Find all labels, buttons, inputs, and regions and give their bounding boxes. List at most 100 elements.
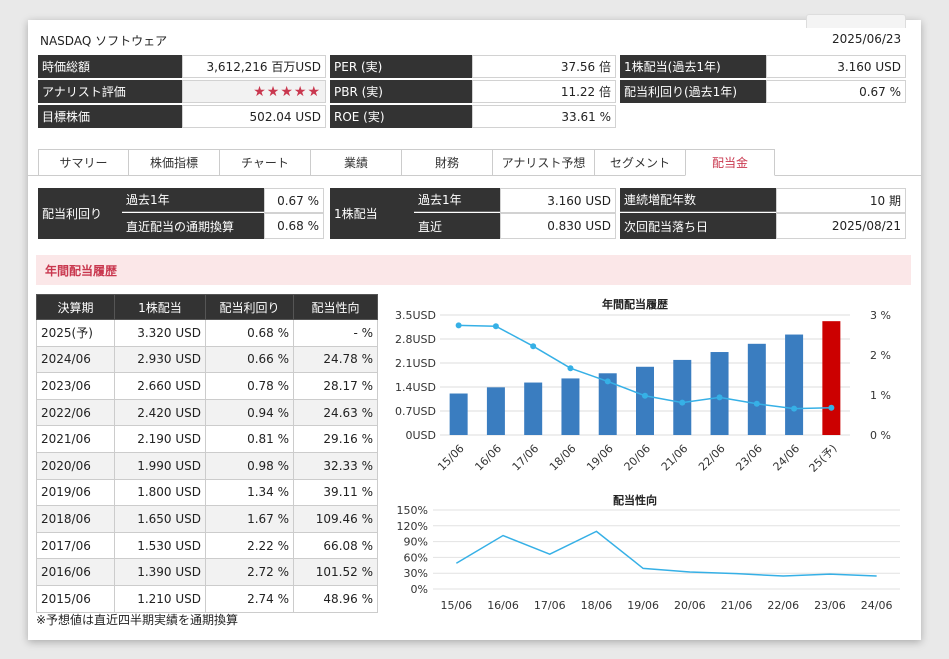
yield-cell: 0.68 % <box>205 319 294 347</box>
yield-cell: 2.72 % <box>205 558 294 586</box>
page-title: NASDAQ ソフトウェア <box>40 34 168 48</box>
y2-tick-label: 1 % <box>870 389 891 402</box>
x-tick-label: 18/06 <box>581 599 613 612</box>
history-row: 2024/06 2.930 USD 0.66 % 24.78 % <box>36 345 378 374</box>
yield-cell: 0.81 % <box>205 425 294 453</box>
x-tick-label: 18/06 <box>547 442 579 474</box>
x-tick-label: 17/06 <box>510 442 542 474</box>
top-right-button[interactable] <box>806 14 906 28</box>
div-streak-label: 連続増配年数 <box>620 188 776 212</box>
payout-cell: 28.17 % <box>293 372 378 400</box>
dps-cell: 1.800 USD <box>114 478 206 507</box>
dividend-bar <box>822 321 841 435</box>
x-tick-label: 20/06 <box>674 599 706 612</box>
yield-point <box>492 323 499 330</box>
x-tick-label: 16/06 <box>487 599 519 612</box>
y-tick-label: 2.1USD <box>395 357 436 370</box>
dividend-bar <box>785 334 804 435</box>
tab-segment[interactable]: セグメント <box>594 149 686 176</box>
line-chart-title: 配当性向 <box>613 493 657 507</box>
yield-point <box>604 378 611 385</box>
dividend-bar <box>486 387 505 435</box>
yield-cell: 1.67 % <box>205 505 294 533</box>
yield-cell: 2.74 % <box>205 584 294 613</box>
payout-cell: 66.08 % <box>293 531 378 560</box>
x-tick-label: 25(予) <box>807 442 840 475</box>
tab-dividend[interactable]: 配当金 <box>685 149 775 176</box>
div-exdate-label: 次回配当落ち日 <box>620 213 776 239</box>
yield-cell: 0.78 % <box>205 372 294 400</box>
period-cell: 2016/06 <box>36 558 115 586</box>
target-value: 502.04 USD <box>182 105 326 128</box>
per-value: 37.56 倍 <box>472 55 616 78</box>
dps-cell: 1.530 USD <box>114 531 206 560</box>
y2-tick-label: 2 % <box>870 349 891 362</box>
yield-point <box>455 322 462 329</box>
x-tick-label: 21/06 <box>721 599 753 612</box>
header-date: 2025/06/23 <box>832 32 902 46</box>
tab-financials[interactable]: 財務 <box>401 149 493 176</box>
x-tick-label: 16/06 <box>472 442 504 474</box>
history-row: 2015/06 1.210 USD 2.74 % 48.96 % <box>36 584 378 613</box>
roe-label: ROE (実) <box>330 105 472 128</box>
dps-cell: 2.930 USD <box>114 345 206 374</box>
y-tick-label: 150% <box>397 504 428 517</box>
dps-cell: 2.190 USD <box>114 425 206 453</box>
dps-label: 1株配当(過去1年) <box>620 55 766 78</box>
dps-cell: 1.390 USD <box>114 558 206 586</box>
payout-cell: 109.46 % <box>293 505 378 533</box>
tab-analyst[interactable]: アナリスト予想 <box>492 149 595 176</box>
div-yield-recent-label: 直近配当の通期換算 <box>122 213 264 239</box>
payout-cell: 32.33 % <box>293 451 378 480</box>
forecast-note: ※予想値は直近四半期実績を通期換算 <box>36 613 239 627</box>
pbr-label: PBR (実) <box>330 80 472 103</box>
tab-chart[interactable]: チャート <box>219 149 311 176</box>
x-tick-label: 19/06 <box>627 599 659 612</box>
history-row: 2021/06 2.190 USD 0.81 % 29.16 % <box>36 425 378 453</box>
analyst-stars: ★★★★★ <box>253 83 321 100</box>
yield-cell: 0.94 % <box>205 398 294 427</box>
payout-cell: 48.96 % <box>293 584 378 613</box>
period-cell: 2015/06 <box>36 584 115 613</box>
history-row: 2017/06 1.530 USD 2.22 % 66.08 % <box>36 531 378 560</box>
dps-cell: 2.420 USD <box>114 398 206 427</box>
dps-cell: 3.320 USD <box>114 319 206 347</box>
history-table: 決算期 1株配当 配当利回り 配当性向 2025(予) 3.320 USD 0.68… <box>36 294 378 613</box>
yield-point <box>753 400 760 407</box>
yield-value: 0.67 % <box>766 80 906 103</box>
history-row: 2019/06 1.800 USD 1.34 % 39.11 % <box>36 478 378 507</box>
div-yield-past-value: 0.67 % <box>264 188 324 213</box>
period-cell: 2023/06 <box>36 372 115 400</box>
dps-cell: 1.650 USD <box>114 505 206 533</box>
tab-summary[interactable]: サマリー <box>38 149 129 176</box>
payout-cell: 24.78 % <box>293 345 378 374</box>
tab-indicators[interactable]: 株価指標 <box>128 149 220 176</box>
dividend-bar <box>561 378 580 435</box>
x-tick-label: 23/06 <box>733 442 765 474</box>
dps-cell: 1.990 USD <box>114 451 206 480</box>
div-dps-past-value: 3.160 USD <box>500 188 616 213</box>
y2-tick-label: 3 % <box>870 309 891 322</box>
dps-cell: 2.660 USD <box>114 372 206 400</box>
y-tick-label: 120% <box>397 520 428 533</box>
history-header-row: 決算期 1株配当 配当利回り 配当性向 <box>36 294 378 320</box>
div-yield-recent-value: 0.68 % <box>264 213 324 239</box>
payout-cell: 39.11 % <box>293 478 378 507</box>
payout-cell: - % <box>293 319 378 347</box>
history-row: 2018/06 1.650 USD 1.67 % 109.46 % <box>36 505 378 533</box>
yield-point <box>642 392 648 399</box>
div-streak-value: 10 期 <box>776 188 906 213</box>
yield-point <box>530 343 537 350</box>
x-tick-label: 15/06 <box>435 442 467 474</box>
dividend-bar <box>598 373 617 435</box>
tab-results[interactable]: 業績 <box>310 149 402 176</box>
x-tick-label: 17/06 <box>534 599 566 612</box>
period-cell: 2025(予) <box>36 319 115 347</box>
yield-point <box>791 405 798 412</box>
yield-point <box>679 399 686 406</box>
period-cell: 2024/06 <box>36 345 115 374</box>
y-tick-label: 0% <box>411 583 428 596</box>
y-tick-label: 2.8USD <box>395 333 436 346</box>
period-cell: 2022/06 <box>36 398 115 427</box>
x-tick-label: 22/06 <box>696 442 728 474</box>
